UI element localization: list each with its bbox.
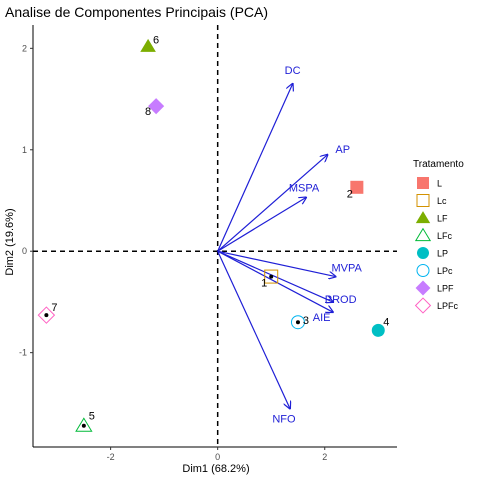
legend-title: Tratamento bbox=[413, 159, 464, 170]
x-axis-title: Dim1 (68.2%) bbox=[182, 463, 249, 475]
legend-label: LFc bbox=[437, 231, 453, 241]
point-label: 8 bbox=[145, 106, 151, 118]
point-marker bbox=[371, 323, 385, 337]
chart-title: Analise de Componentes Principais (PCA) bbox=[5, 4, 268, 20]
legend-key bbox=[414, 227, 432, 242]
point-marker bbox=[140, 38, 156, 52]
variable-arrow bbox=[217, 155, 328, 252]
variable-arrow bbox=[217, 250, 333, 312]
point-label: 7 bbox=[51, 302, 57, 314]
variable-arrows: DC AP MSPA MVPA PROD AIE NFO bbox=[217, 65, 362, 425]
legend-key bbox=[417, 177, 429, 189]
point-marker bbox=[290, 315, 305, 330]
point-label: 2 bbox=[347, 188, 353, 200]
individual-points: 1 2 3 4 5 6 7 8 bbox=[37, 34, 389, 432]
point-label: 3 bbox=[303, 315, 309, 327]
point-label: 5 bbox=[89, 411, 95, 423]
variable-label: AP bbox=[335, 144, 350, 156]
variable-arrow bbox=[217, 250, 336, 276]
x-tick-label: -2 bbox=[107, 452, 115, 462]
legend: Tratamento L Lc LF LFc LP LPc LPF LPFc bbox=[413, 159, 464, 314]
variable-arrow bbox=[217, 84, 293, 252]
center-dot bbox=[269, 274, 274, 279]
legend-label: LPF bbox=[437, 284, 454, 294]
legend-label: Lc bbox=[437, 196, 447, 206]
x-tick-label: 2 bbox=[322, 452, 327, 462]
point-marker bbox=[75, 417, 93, 432]
tick-labels: -2 0 2 -1 0 1 2 bbox=[19, 43, 327, 462]
point-marker bbox=[37, 306, 56, 324]
variable-label: PROD bbox=[325, 294, 357, 306]
x-tick-label: 0 bbox=[215, 452, 220, 462]
y-tick-label: 1 bbox=[22, 145, 27, 155]
reference-lines bbox=[33, 25, 397, 447]
legend-label: LPc bbox=[437, 266, 453, 276]
y-tick-label: 0 bbox=[22, 246, 27, 256]
point-marker bbox=[264, 269, 279, 284]
y-tick-label: -1 bbox=[19, 348, 27, 358]
center-dot bbox=[81, 423, 86, 428]
variable-label: MVPA bbox=[331, 263, 362, 275]
point-label: 4 bbox=[383, 316, 389, 328]
legend-key bbox=[417, 247, 429, 259]
variable-label: MSPA bbox=[289, 182, 320, 194]
legend-key bbox=[416, 264, 430, 277]
variable-label: NFO bbox=[272, 413, 296, 425]
legend-key bbox=[414, 297, 432, 314]
point-marker bbox=[148, 98, 165, 115]
center-dot bbox=[295, 320, 300, 325]
point-label: 6 bbox=[153, 34, 159, 46]
variable-label: AIE bbox=[313, 312, 331, 324]
y-tick-label: 2 bbox=[22, 43, 27, 53]
variable-label: DC bbox=[285, 65, 301, 77]
legend-label: LP bbox=[437, 249, 448, 259]
legend-key bbox=[415, 211, 431, 224]
y-axis-title: Dim2 (19.6%) bbox=[4, 208, 16, 275]
legend-label: L bbox=[437, 179, 442, 189]
axes bbox=[32, 25, 397, 448]
legend-label: LF bbox=[437, 214, 448, 224]
legend-key bbox=[416, 194, 430, 207]
variable-arrow bbox=[217, 250, 290, 408]
legend-label: LPFc bbox=[437, 301, 459, 311]
legend-key bbox=[415, 280, 431, 296]
variable-arrow bbox=[217, 250, 333, 302]
point-marker bbox=[350, 180, 364, 194]
variable-arrow bbox=[217, 197, 306, 252]
center-dot bbox=[44, 313, 49, 318]
point-label: 1 bbox=[261, 278, 267, 290]
